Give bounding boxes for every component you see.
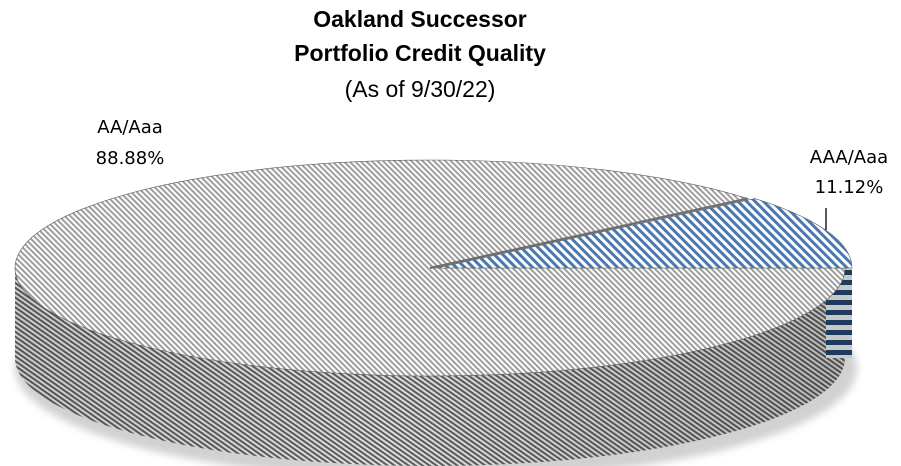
- slice-name-aa: AA/Aaa: [97, 117, 163, 138]
- chart-title-line-2: Portfolio Credit Quality: [294, 40, 546, 66]
- slice-side-aa-shade: [15, 268, 845, 466]
- slice-value-aaa: 11.12%: [815, 177, 884, 198]
- slice-label-aaa: AAA/Aaa 11.12%: [810, 147, 888, 230]
- slice-seam: [429, 197, 748, 270]
- chart-title: Oakland Successor Portfolio Credit Quali…: [294, 6, 546, 102]
- slice-label-aa: AA/Aaa 88.88%: [96, 117, 165, 169]
- slice-value-aa: 88.88%: [96, 148, 165, 169]
- chart-title-line-1: Oakland Successor: [313, 6, 527, 32]
- slice-name-aaa: AAA/Aaa: [810, 147, 888, 168]
- chart-subtitle: (As of 9/30/22): [345, 76, 496, 102]
- slice-aaa: [436, 198, 853, 269]
